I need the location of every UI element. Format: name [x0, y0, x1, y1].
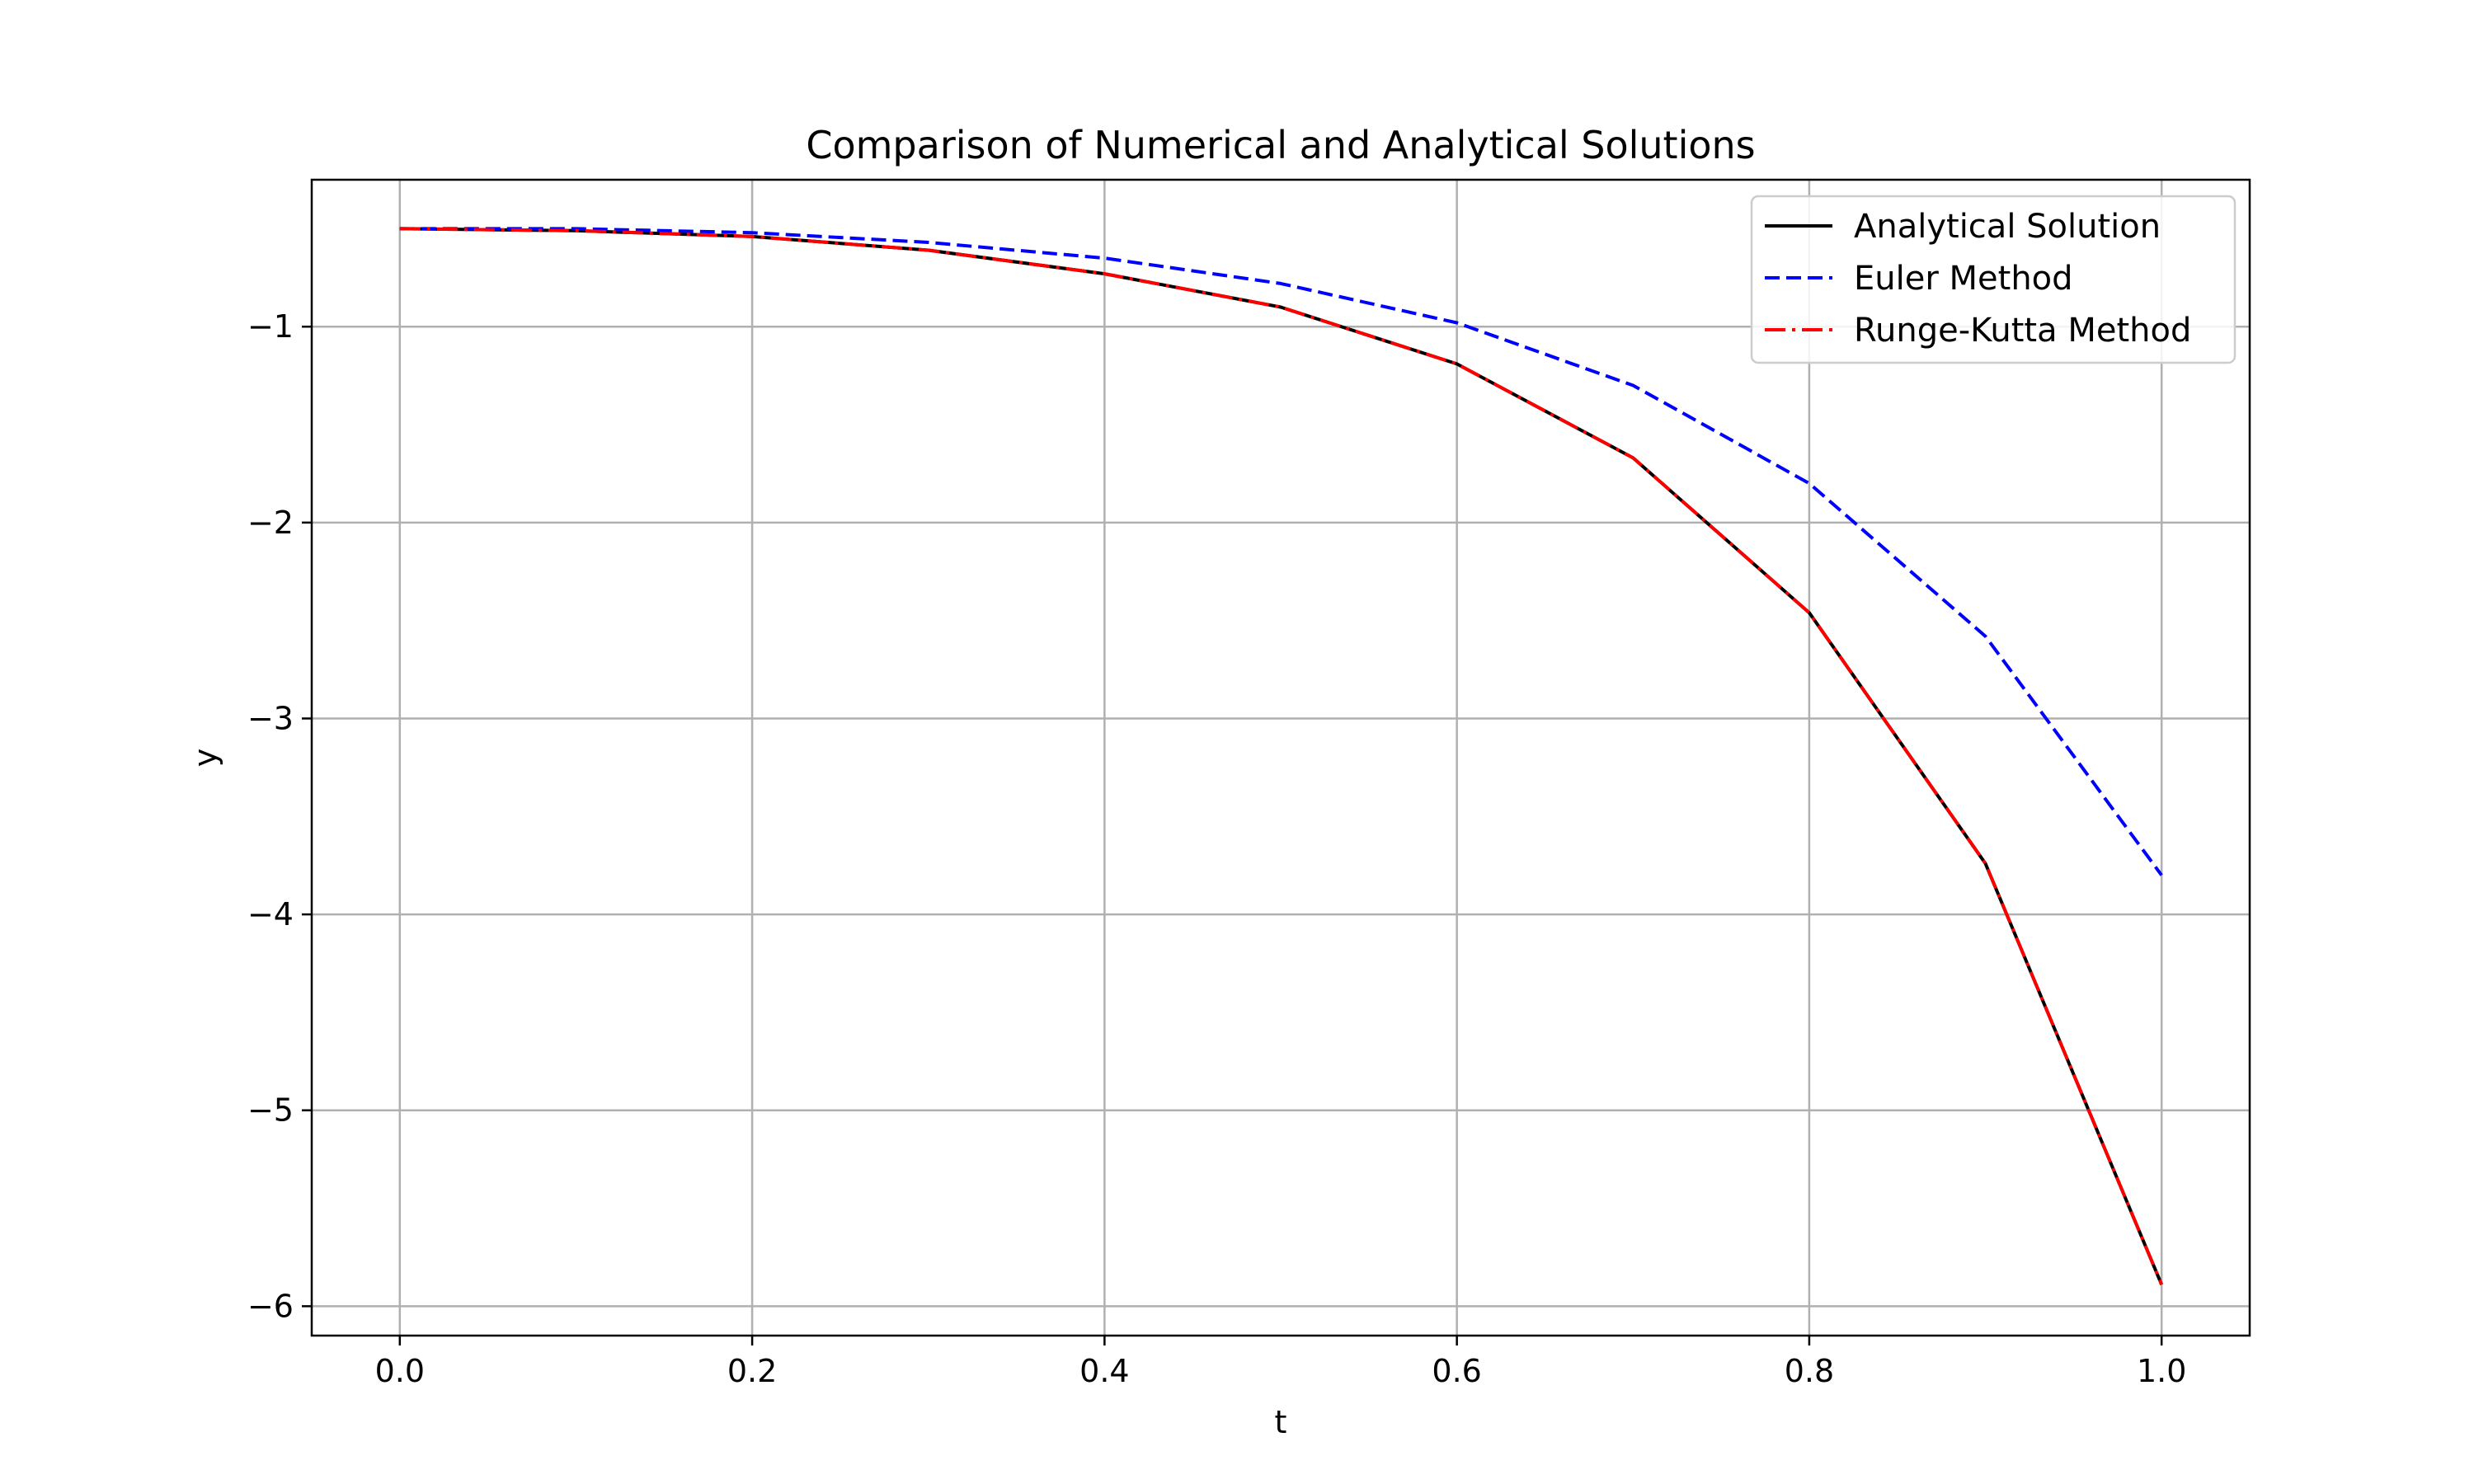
x-tick-label: 0.0	[375, 1353, 425, 1389]
legend: Analytical Solution Euler Method Runge-Kut…	[1750, 195, 2236, 364]
x-tick-label: 0.2	[727, 1353, 777, 1389]
y-axis-label: y	[187, 749, 223, 768]
axis-ticks: 0.0 0.2 0.4 0.6 0.8 1.0 −1 −2 −3 −4 −5 −6	[247, 308, 2186, 1389]
series-line-runge-kutta-method	[399, 227, 2164, 1285]
y-tick-label: −5	[247, 1092, 294, 1129]
x-tick-label: 0.4	[1079, 1353, 1129, 1389]
series-lines	[399, 227, 2164, 1285]
plot-frame	[310, 178, 2251, 1337]
y-tick-label: −4	[247, 896, 294, 932]
x-tick-label: 0.8	[1785, 1353, 1834, 1389]
y-tick-label: −6	[247, 1288, 294, 1324]
x-axis-label: t	[1275, 1404, 1287, 1440]
legend-label-runge-kutta-method: Runge-Kutta Method	[1854, 312, 2191, 350]
y-tick-label: −1	[247, 308, 294, 345]
series-line-euler-method	[399, 227, 2163, 876]
x-tick-label: 0.6	[1432, 1353, 1481, 1389]
legend-box	[1750, 195, 2236, 364]
legend-label-analytical-solution: Analytical Solution	[1854, 208, 2161, 246]
chart-title: Comparison of Numerical and Analytical S…	[806, 123, 1755, 167]
y-tick-label: −2	[247, 505, 294, 541]
y-tick-label: −3	[247, 700, 294, 736]
legend-label-euler-method: Euler Method	[1854, 260, 2073, 298]
x-tick-label: 1.0	[2137, 1353, 2186, 1389]
